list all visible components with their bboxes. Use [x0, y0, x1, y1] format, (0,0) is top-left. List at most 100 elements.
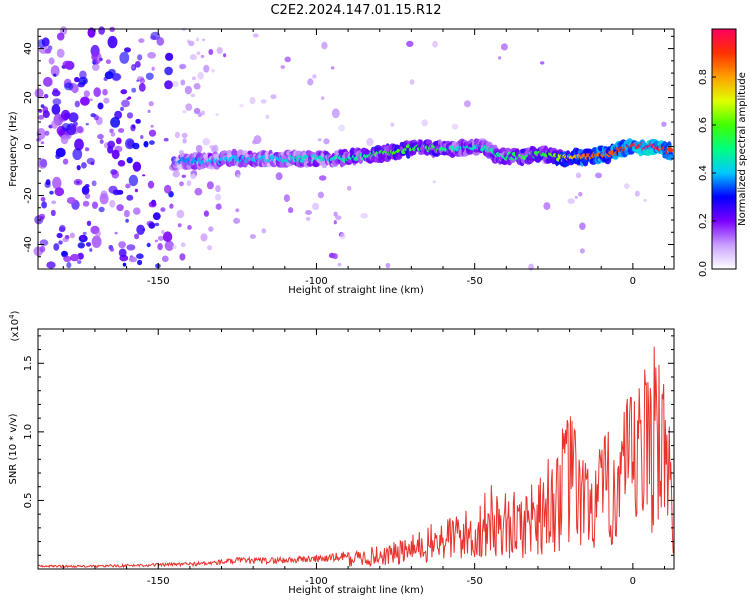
heatmap-noise-cell [130, 65, 136, 70]
heatmap-noise-cell [125, 218, 129, 223]
heatmap-noise-cell [275, 172, 283, 181]
colorbar-ticks: 0.0 0.2 0.4 0.6 0.8 [698, 69, 716, 277]
heatmap-noise-cell [265, 114, 270, 119]
heatmap-noise-cell [148, 101, 154, 107]
heatmap-noise-cell [540, 61, 545, 65]
heatmap-noise-cell [451, 123, 459, 130]
heatmap-noise-cell [203, 64, 210, 73]
heatmap-noise-cell [137, 259, 143, 266]
heatmap-noise-cell [307, 78, 314, 86]
heatmap-noise-cell [91, 235, 102, 248]
heatmap-noise-cell [154, 222, 160, 227]
heatmap-noise-cell [128, 174, 139, 187]
x-tick-label: -150 [147, 576, 170, 587]
heatmap-noise-cell [139, 78, 145, 84]
heatmap-noise-cell [339, 233, 346, 240]
heatmap-noise-cell [68, 112, 79, 123]
heatmap-noise-cell [179, 63, 187, 70]
heatmap-noise-cell [81, 185, 90, 195]
heatmap-noise-cell [86, 157, 95, 165]
colorbar-tick-label: 0.0 [698, 261, 709, 277]
heatmap-noise-cell [261, 228, 267, 234]
heatmap-noise-cell [49, 190, 54, 195]
heatmap-noise-cell [82, 200, 90, 207]
heatmap-noise-cell [66, 197, 76, 204]
heatmap-noise-cell [85, 193, 91, 200]
heatmap-noise-cell [338, 124, 346, 132]
heatmap-noise-cell [55, 147, 66, 158]
heatmap-noise-cell [643, 198, 647, 202]
heatmap-noise-cell [164, 184, 172, 194]
heatmap-noise-cell [312, 202, 320, 211]
heatmap-noise-cell [51, 104, 61, 115]
colorbar-gradient [712, 29, 736, 269]
heatmap-noise-cell [91, 201, 99, 209]
heatmap-noise-cell [140, 135, 144, 139]
heatmap-noise-cell [174, 131, 180, 139]
heatmap-noise-cell [70, 253, 80, 262]
heatmap-noise-cell [93, 87, 101, 98]
heatmap-noise-cell [172, 245, 177, 249]
heatmap-noise-cell [180, 242, 186, 248]
heatmap-noise-cell [190, 173, 196, 180]
heatmap-noise-cell [97, 102, 104, 110]
heatmap-noise-cell [125, 183, 131, 189]
heatmap-noise-cell [50, 65, 60, 77]
heatmap-noise-cell [317, 138, 322, 142]
heatmap-noise-cell [48, 57, 55, 65]
heatmap-noise-cell [69, 232, 75, 239]
heatmap-noise-cell [61, 123, 71, 132]
heatmap-noise-cell [77, 242, 86, 249]
heatmap-noise-cell [176, 209, 185, 219]
heatmap-noise-cell [79, 70, 87, 80]
colorbar-label: Normalized spectral amplitude [737, 72, 748, 226]
heatmap-noise-cell [260, 99, 267, 104]
heatmap-noise-cell [62, 237, 69, 243]
heatmap-noise-cell [223, 53, 227, 58]
heatmap-noise-cell [103, 97, 110, 104]
heatmap-ticks: -150 -100 -50 0 -40 -20 0 20 40 [23, 29, 674, 287]
heatmap-noise-cell [80, 96, 90, 106]
heatmap-noise-cell [126, 244, 136, 251]
heatmap-noise-cell [197, 112, 202, 118]
heatmap-noise-cell [157, 235, 164, 241]
heatmap-noise-cell [51, 200, 57, 205]
heatmap-noise-cell [66, 262, 72, 269]
heatmap-noise-cell [105, 59, 111, 64]
heatmap-noise-cell [117, 160, 126, 167]
heatmap-noise-cell [196, 37, 200, 42]
heatmap-noise-cell [77, 260, 82, 264]
heatmap-noise-cell [89, 248, 93, 252]
heatmap-noise-cell [579, 222, 586, 230]
heatmap-noise-cell [64, 82, 74, 91]
heatmap-noise-cell [188, 40, 195, 47]
heatmap-noise-cell [252, 33, 259, 38]
heatmap-noise-cell [93, 114, 99, 121]
heatmap-noise-cell [321, 96, 325, 100]
heatmap-noise-cell [236, 174, 241, 179]
heatmap-noise-cell [661, 121, 667, 127]
heatmap-noise-cell [207, 245, 213, 251]
y-tick-label: 40 [23, 42, 34, 55]
y-tick-label: 1.5 [23, 355, 34, 371]
y-tick-label: 0 [23, 143, 34, 149]
heatmap-noise-cell [95, 230, 101, 237]
heatmap-xlabel: Height of straight line (km) [288, 285, 424, 296]
heatmap-noise-cell [114, 110, 123, 120]
heatmap-noise-cell [177, 223, 182, 228]
heatmap-noise-cell [210, 146, 217, 153]
heatmap-noise-cell [171, 81, 179, 87]
snr-series-line [37, 346, 675, 569]
heatmap-noise-cell [130, 124, 136, 132]
heatmap-noise-cell [116, 189, 124, 195]
heatmap-noise-cell [107, 140, 116, 149]
heatmap-noise-cell [108, 68, 116, 75]
y-tick-label: 20 [23, 91, 34, 104]
heatmap-noise-cell [134, 188, 138, 193]
heatmap-noise-cell [208, 226, 214, 232]
snr-ylabel: SNR (10 * v/v) [8, 413, 19, 484]
y-tick-label: 0.5 [23, 492, 34, 508]
heatmap-noise-cell [122, 262, 127, 267]
heatmap-noise-cell [59, 224, 66, 232]
heatmap-noise-cell [112, 73, 122, 81]
